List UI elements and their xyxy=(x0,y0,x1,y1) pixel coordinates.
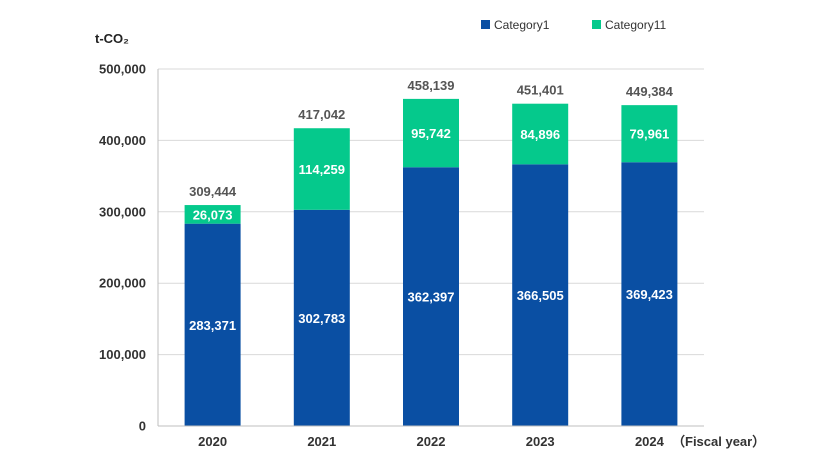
bar-category1-2022 xyxy=(403,167,459,426)
value-label-category11-2022: 95,742 xyxy=(411,126,451,141)
value-label-category11-2020: 26,073 xyxy=(193,207,233,222)
y-tick-label: 400,000 xyxy=(99,133,146,148)
bar-category11-2021 xyxy=(293,128,350,210)
x-tick-label-2021: 2021 xyxy=(307,434,336,449)
data-labels: 283,371 26,073 309,444 302,783 114,259 417,04… xyxy=(189,78,674,333)
total-label-2022: 458,139 xyxy=(408,78,455,93)
value-label-category1-2020: 283,371 xyxy=(189,318,236,333)
bar-category1-2024 xyxy=(621,162,678,426)
x-tick-label-2024: 2024 xyxy=(635,434,665,449)
y-axis-unit-label: t-CO₂ xyxy=(95,31,129,46)
legend-swatch-category11 xyxy=(592,20,601,29)
bar-category11-2023 xyxy=(512,103,569,165)
legend-label-category1: Category1 xyxy=(494,18,550,32)
x-tick-label-2020: 2020 xyxy=(198,434,227,449)
legend: Category1 Category11 xyxy=(481,18,666,32)
value-label-category1-2023: 366,505 xyxy=(517,288,564,303)
legend-swatch-category1 xyxy=(481,20,490,29)
bars xyxy=(184,98,678,426)
x-tick-label-2022: 2022 xyxy=(417,434,446,449)
bar-category11-2024 xyxy=(621,105,678,163)
value-label-category11-2021: 114,259 xyxy=(299,162,345,177)
bar-category1-2023 xyxy=(512,164,569,426)
bar-category11-2022 xyxy=(403,98,459,168)
value-label-category11-2023: 84,896 xyxy=(520,127,560,142)
y-tick-label: 200,000 xyxy=(99,276,146,291)
total-label-2023: 451,401 xyxy=(517,83,564,98)
y-tick-label: 100,000 xyxy=(99,347,146,362)
value-label-category11-2024: 79,961 xyxy=(630,127,670,142)
axes: 0 100,000 200,000 300,000 400,000 500,000 2020… xyxy=(99,62,704,449)
x-tick-label-2023: 2023 xyxy=(526,434,555,449)
total-label-2024: 449,384 xyxy=(626,84,674,99)
y-tick-label: 500,000 xyxy=(99,62,146,77)
total-label-2021: 417,042 xyxy=(298,107,345,122)
total-label-2020: 309,444 xyxy=(189,184,237,199)
bar-category11-2020 xyxy=(184,205,241,224)
value-label-category1-2021: 302,783 xyxy=(298,311,345,326)
y-tick-label: 0 xyxy=(139,419,146,434)
value-label-category1-2022: 362,397 xyxy=(408,290,455,305)
y-tick-label: 300,000 xyxy=(99,204,146,219)
value-label-category1-2024: 369,423 xyxy=(626,287,673,302)
x-axis-label: （Fiscal year） xyxy=(672,434,765,449)
bar-category1-2021 xyxy=(293,209,350,426)
bar-category1-2020 xyxy=(184,223,241,426)
legend-label-category11: Category11 xyxy=(605,18,666,32)
